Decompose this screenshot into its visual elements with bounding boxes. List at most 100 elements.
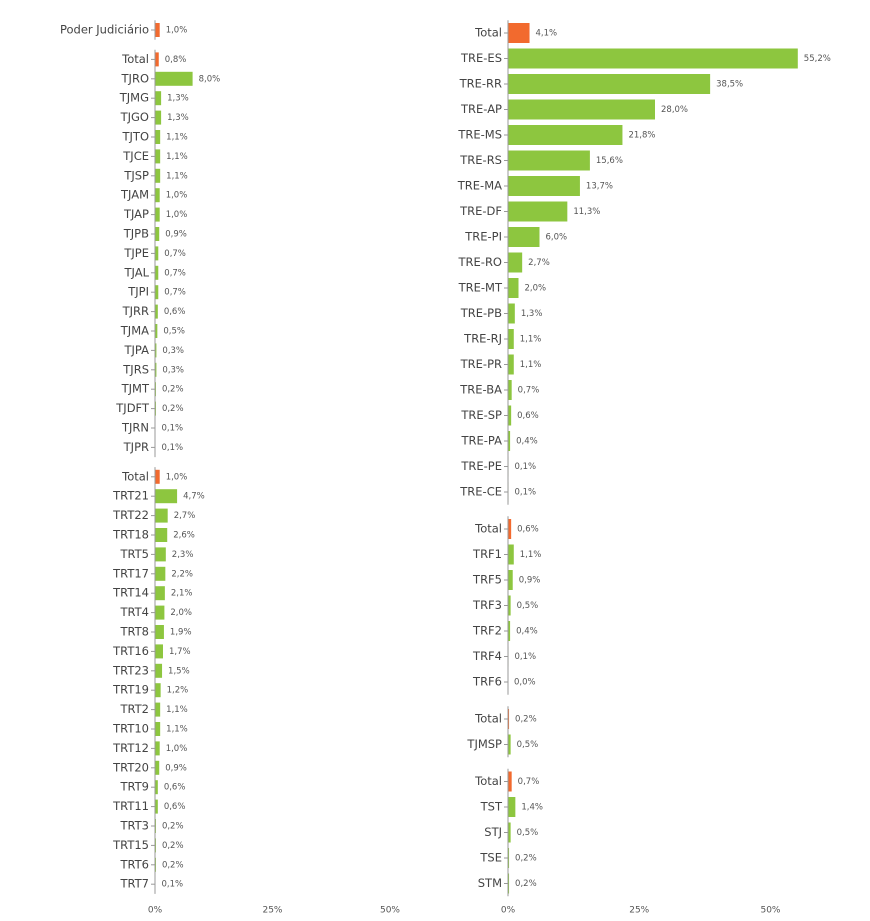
bar (155, 664, 162, 678)
category-label: TRE-PE (460, 459, 502, 473)
category-label: TRE-PB (460, 306, 502, 320)
category-label: TRF6 (472, 675, 502, 689)
value-label: 1,0% (166, 744, 188, 754)
category-label: TRF1 (472, 547, 502, 561)
value-label: 0,6% (517, 525, 539, 535)
value-label: 0,6% (164, 783, 186, 793)
value-label: 0,5% (517, 740, 539, 750)
category-label: TRT21 (112, 489, 149, 503)
bar (508, 380, 512, 400)
value-label: 1,0% (166, 191, 188, 201)
category-label: TRE-PI (464, 230, 502, 244)
bar (155, 169, 160, 183)
category-label: TJAL (124, 265, 150, 279)
bar (508, 355, 514, 375)
bar (155, 91, 161, 105)
value-label: 0,2% (515, 879, 537, 889)
category-label: TJRR (122, 304, 149, 318)
category-label: TRE-SP (460, 408, 502, 422)
bar (155, 188, 160, 202)
bar (155, 149, 160, 163)
value-label: 1,0% (166, 472, 188, 482)
category-label: TRE-MS (457, 128, 502, 142)
value-label: 0,2% (162, 385, 184, 395)
bar (155, 683, 161, 697)
value-label: 0,2% (515, 715, 537, 725)
category-label: TJAM (120, 188, 149, 202)
bar (155, 547, 166, 561)
x-tick-label: 0% (501, 906, 516, 916)
category-label: TJPA (124, 343, 150, 357)
value-label: 0,6% (164, 307, 186, 317)
value-label: 38,5% (716, 80, 743, 90)
category-label: TRT9 (119, 780, 149, 794)
bar (508, 570, 513, 590)
category-label: Total (121, 469, 149, 483)
x-tick-label: 50% (380, 906, 400, 916)
bar (155, 606, 164, 620)
bar (508, 23, 530, 43)
bar (508, 304, 515, 324)
category-label: TJMSP (466, 737, 502, 751)
category-label: TRE-RJ (463, 332, 502, 346)
value-label: 1,1% (520, 335, 542, 345)
value-label: 0,7% (518, 777, 540, 787)
value-label: 1,0% (166, 26, 188, 36)
value-label: 0,2% (162, 860, 184, 870)
category-label: TJCE (122, 149, 149, 163)
category-label: TRT11 (112, 799, 149, 813)
value-label: 0,9% (165, 763, 187, 773)
value-label: 1,5% (168, 666, 190, 676)
category-label: TRT17 (112, 566, 149, 580)
value-label: 0,1% (161, 424, 183, 434)
value-label: 1,3% (167, 113, 189, 123)
bar (155, 528, 167, 542)
category-label: Total (474, 522, 502, 536)
category-label: TJPR (123, 440, 149, 454)
value-label: 0,4% (516, 627, 538, 637)
bar (508, 545, 514, 565)
bar (155, 470, 160, 484)
bar (508, 278, 519, 298)
bar (155, 52, 159, 66)
category-label: TJPB (123, 227, 149, 241)
bar (508, 151, 590, 171)
value-label: 1,1% (166, 725, 188, 735)
x-tick-label: 0% (148, 906, 163, 916)
value-label: 0,1% (515, 462, 537, 472)
value-label: 0,9% (519, 576, 541, 586)
value-label: 2,6% (173, 531, 195, 541)
category-label: TRE-MA (457, 179, 502, 193)
category-label: TRT18 (112, 528, 149, 542)
bar (155, 586, 165, 600)
category-label: TRE-PR (460, 357, 502, 371)
value-label: 0,5% (163, 327, 185, 337)
value-label: 0,3% (162, 365, 184, 375)
category-label: TRE-RR (459, 77, 502, 91)
category-label: TJPI (127, 285, 149, 299)
value-label: 1,9% (170, 628, 192, 638)
value-label: 21,8% (628, 131, 655, 141)
value-label: 0,7% (164, 288, 186, 298)
value-label: 0,7% (164, 268, 186, 278)
x-tick-label: 25% (262, 906, 282, 916)
value-label: 1,1% (166, 171, 188, 181)
value-label: 1,1% (166, 152, 188, 162)
category-label: TJAP (123, 207, 149, 221)
category-label: TRT22 (112, 508, 149, 522)
value-label: 2,0% (170, 608, 192, 618)
category-label: TRT15 (112, 838, 149, 852)
value-label: 1,2% (167, 686, 189, 696)
bar (155, 703, 160, 717)
category-label: TJMA (120, 324, 149, 338)
value-label: 1,3% (167, 94, 189, 104)
value-label: 2,1% (171, 589, 193, 599)
value-label: 0,1% (161, 880, 183, 890)
category-label: TRT8 (119, 625, 149, 639)
category-label: STJ (484, 825, 502, 839)
value-label: 1,3% (521, 309, 543, 319)
bar (155, 23, 160, 37)
x-tick-label: 50% (760, 906, 780, 916)
category-label: TJDFT (115, 401, 150, 415)
x-tick-label: 25% (629, 906, 649, 916)
